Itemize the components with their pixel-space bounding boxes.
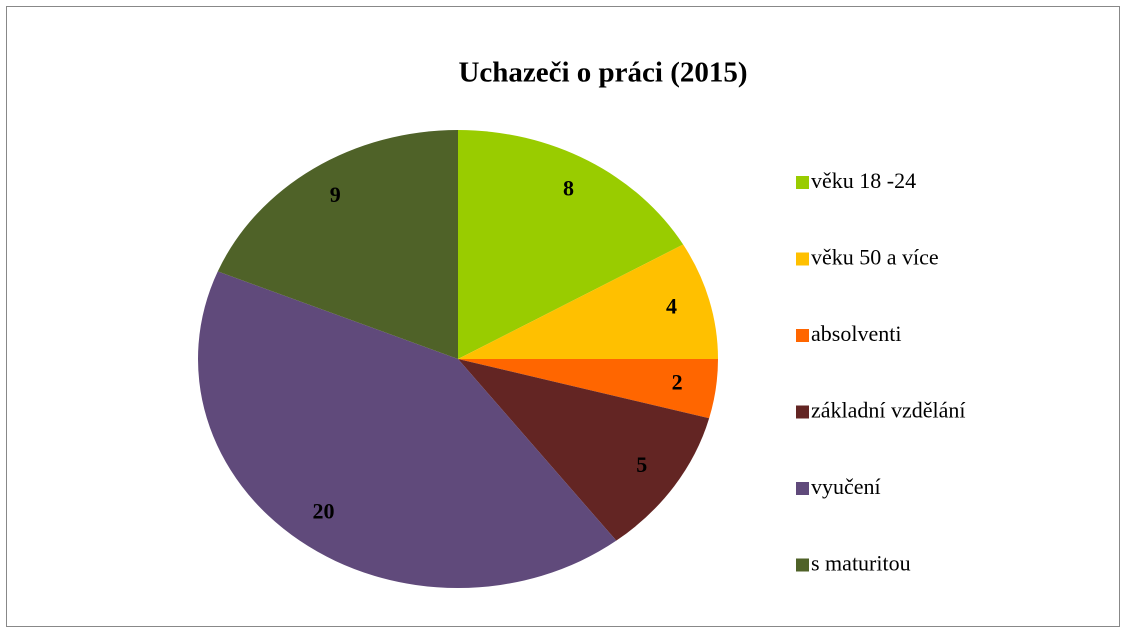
data-label: 2 [672,369,683,394]
pie-slice [458,130,684,359]
legend-swatch [796,405,809,419]
pie-slice [458,359,718,419]
data-label: 4 [666,294,677,319]
pie-slice [197,271,617,588]
legend-label: věku 18 -24 [811,168,916,193]
legend-swatch [796,482,809,495]
legend-label: vyučení [811,474,881,499]
data-label: 9 [330,182,341,207]
data-label: 8 [563,175,574,200]
legend-label: věku 50 a více [811,245,939,270]
data-label: 20 [312,498,334,523]
legend-swatch [796,558,809,572]
legend-label: základní vzdělání [811,398,966,423]
legend-swatch [796,176,809,189]
legend-label: s maturitou [811,551,911,576]
chart-title: Uchazeči o práci (2015) [458,57,747,89]
pie-slice [458,244,718,359]
legend-swatch [796,329,809,342]
legend-label: absolventi [811,321,901,346]
legend-swatch [796,252,809,266]
data-label: 5 [636,452,647,477]
pie-slice [217,130,458,359]
pie-slice [458,359,710,541]
